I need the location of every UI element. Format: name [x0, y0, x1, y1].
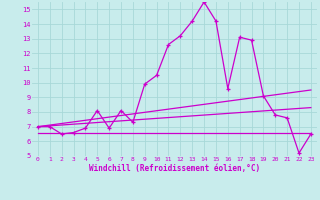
X-axis label: Windchill (Refroidissement éolien,°C): Windchill (Refroidissement éolien,°C) [89, 164, 260, 173]
